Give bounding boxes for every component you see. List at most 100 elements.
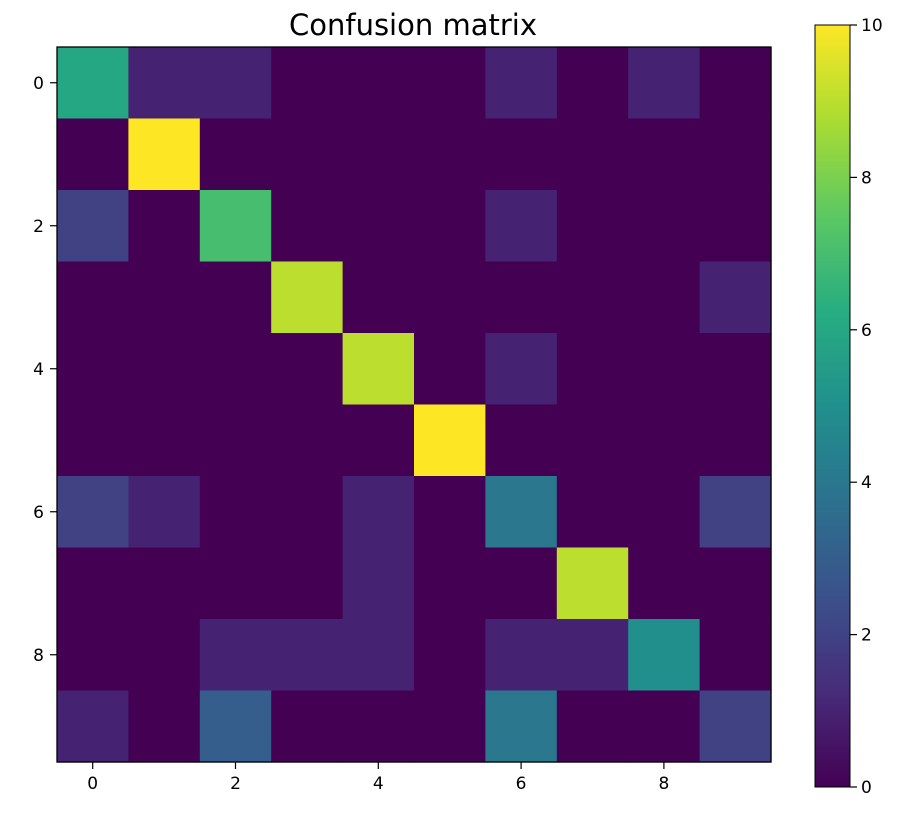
heatmap-cell-r7-c4 — [342, 547, 415, 620]
heatmap-cell-r7-c7 — [556, 547, 629, 620]
heatmap-cell-r8-c8 — [628, 619, 701, 692]
heatmap-cell-r6-c4 — [342, 476, 415, 549]
heatmap-cell-r4-c3 — [271, 333, 344, 406]
heatmap-cell-r3-c7 — [556, 261, 629, 334]
heatmap-cell-r3-c6 — [485, 261, 558, 334]
heatmap-cell-r7-c2 — [199, 547, 272, 620]
heatmap-cell-r4-c2 — [199, 333, 272, 406]
heatmap-cell-r7-c3 — [271, 547, 344, 620]
y-tick-label: 0 — [33, 74, 44, 94]
heatmap-cell-r9-c3 — [271, 690, 344, 763]
heatmap-cell-r1-c0 — [57, 118, 129, 191]
heatmap-cell-r5-c5 — [414, 404, 486, 477]
heatmap-cell-r8-c7 — [556, 619, 629, 692]
heatmap-cell-r4-c8 — [628, 333, 701, 406]
heatmap-cell-r2-c5 — [414, 190, 486, 263]
heatmap-cell-r9-c4 — [342, 690, 415, 763]
colorbar — [814, 24, 851, 788]
heatmap-cell-r6-c3 — [271, 476, 344, 549]
heatmap-cell-r6-c8 — [628, 476, 701, 549]
heatmap-cell-r3-c1 — [128, 261, 201, 334]
heatmap-cell-r8-c5 — [414, 619, 486, 692]
heatmap-cell-r6-c2 — [199, 476, 272, 549]
y-tick-label: 6 — [33, 503, 44, 523]
heatmap-cell-r2-c9 — [699, 190, 772, 263]
heatmap-cell-r4-c0 — [57, 333, 129, 406]
heatmap-cell-r1-c7 — [556, 118, 629, 191]
heatmap-cell-r7-c9 — [699, 547, 772, 620]
heatmap-cell-r7-c1 — [128, 547, 201, 620]
heatmap-cell-r1-c4 — [342, 118, 415, 191]
heatmap-cell-r1-c5 — [414, 118, 486, 191]
heatmap-cell-r2-c0 — [57, 190, 129, 263]
y-tick-label: 2 — [33, 217, 44, 237]
heatmap-cell-r2-c3 — [271, 190, 344, 263]
heatmap-cell-r7-c5 — [414, 547, 486, 620]
heatmap-cell-r8-c2 — [199, 619, 272, 692]
y-tick-label: 8 — [33, 646, 44, 666]
heatmap-cell-r2-c8 — [628, 190, 701, 263]
heatmap-cell-r8-c0 — [57, 619, 129, 692]
heatmap-cell-r3-c5 — [414, 261, 486, 334]
x-axis: 0 2 4 6 8 — [87, 762, 669, 794]
heatmap-cell-r3-c4 — [342, 261, 415, 334]
heatmap-cell-r6-c5 — [414, 476, 486, 549]
heatmap-cell-r2-c7 — [556, 190, 629, 263]
y-tick-label: 4 — [33, 360, 44, 380]
x-tick-label: 2 — [230, 774, 241, 794]
heatmap-cell-r8-c4 — [342, 619, 415, 692]
heatmap-cell-r6-c6 — [485, 476, 558, 549]
colorbar-tick-label: 6 — [861, 321, 872, 341]
colorbar-tick-label: 4 — [861, 473, 872, 493]
heatmap-cell-r3-c2 — [199, 261, 272, 334]
heatmap-cell-r4-c5 — [414, 333, 486, 406]
heatmap-cell-r5-c6 — [485, 404, 558, 477]
heatmap-cell-r9-c0 — [57, 690, 129, 763]
heatmap-cell-r0-c0 — [57, 47, 129, 120]
heatmap-cell-r6-c0 — [57, 476, 129, 549]
heatmap-cell-r8-c9 — [699, 619, 772, 692]
heatmap-cell-r2-c2 — [199, 190, 272, 263]
plot-frame — [56, 46, 772, 763]
heatmap-cell-r9-c5 — [414, 690, 486, 763]
heatmap-cell-r9-c8 — [628, 690, 701, 763]
heatmap-cell-r0-c4 — [342, 47, 415, 120]
heatmap-cell-r3-c9 — [699, 261, 772, 334]
heatmap-cell-r7-c6 — [485, 547, 558, 620]
x-tick-label: 8 — [658, 774, 669, 794]
heatmap-cell-r5-c1 — [128, 404, 201, 477]
heatmap-cell-r9-c2 — [199, 690, 272, 763]
heatmap-cell-r9-c7 — [556, 690, 629, 763]
heatmap-cell-r6-c1 — [128, 476, 201, 549]
heatmap-cell-r1-c3 — [271, 118, 344, 191]
heatmap-cell-r0-c8 — [628, 47, 701, 120]
heatmap-cell-r8-c3 — [271, 619, 344, 692]
colorbar-tick-label: 0 — [861, 778, 872, 798]
heatmap-cell-r7-c8 — [628, 547, 701, 620]
colorbar-tick-label: 8 — [861, 168, 872, 188]
heatmap-cell-r4-c1 — [128, 333, 201, 406]
heatmap-cell-r8-c1 — [128, 619, 201, 692]
heatmap-cell-r5-c2 — [199, 404, 272, 477]
heatmap-cell-r3-c3 — [271, 261, 344, 334]
heatmap-cell-r6-c7 — [556, 476, 629, 549]
colorbar-axis: 0 2 4 6 8 10 — [850, 16, 883, 798]
heatmap-cell-r8-c6 — [485, 619, 558, 692]
heatmap-cell-r1-c8 — [628, 118, 701, 191]
heatmap-cell-r0-c2 — [199, 47, 272, 120]
heatmap-cell-r4-c6 — [485, 333, 558, 406]
heatmap-cell-r5-c0 — [57, 404, 129, 477]
heatmap-cell-r5-c4 — [342, 404, 415, 477]
heatmap-cell-r4-c7 — [556, 333, 629, 406]
heatmap-cell-r2-c4 — [342, 190, 415, 263]
heatmap-cell-r1-c6 — [485, 118, 558, 191]
heatmap-cell-r1-c2 — [199, 118, 272, 191]
x-tick-label: 6 — [516, 774, 527, 794]
heatmap-cell-r5-c9 — [699, 404, 772, 477]
heatmap-cell-r7-c0 — [57, 547, 129, 620]
heatmap-cell-r3-c0 — [57, 261, 129, 334]
heatmap-cell-r9-c9 — [699, 690, 772, 763]
heatmap-cell-r2-c6 — [485, 190, 558, 263]
